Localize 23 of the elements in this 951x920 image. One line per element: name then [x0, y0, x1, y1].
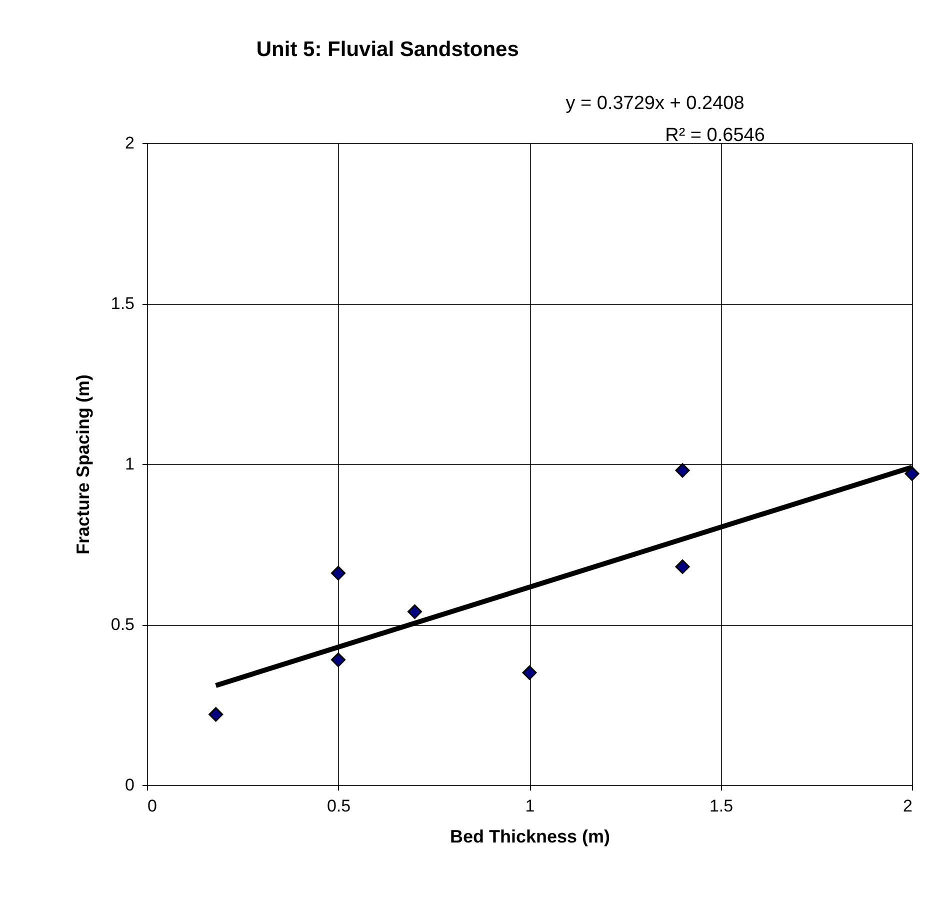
point [330, 566, 346, 580]
x-tick-label: 1 [525, 796, 535, 816]
text: y = 0.3729x + 0.2408 [566, 93, 744, 114]
y-tick-label: 1 [125, 454, 134, 474]
chart-title: Unit 5: Fluvial Sandstones [256, 38, 519, 61]
point [675, 463, 690, 478]
x-tick-label: 0.5 [326, 796, 351, 816]
y-tick-label: 1.5 [110, 294, 134, 313]
point [407, 604, 422, 619]
point [208, 707, 224, 722]
point [904, 466, 920, 481]
point [675, 559, 690, 574]
annotation: R² = 0.6546 [665, 125, 765, 146]
point [330, 652, 346, 668]
x-tick-label: 0 [148, 796, 157, 816]
y-tick-label: 0.5 [110, 615, 134, 634]
y-tick-label: 0 [125, 776, 134, 794]
x-axis-title: Bed Thickness (m) [450, 826, 610, 846]
x-tick-label: 1.5 [709, 796, 734, 816]
y-tick-label: 2 [125, 134, 134, 152]
x-tick-label: 2 [903, 796, 912, 816]
y-axis-title: Fracture Spacing (m) [72, 374, 93, 555]
point [522, 665, 537, 680]
